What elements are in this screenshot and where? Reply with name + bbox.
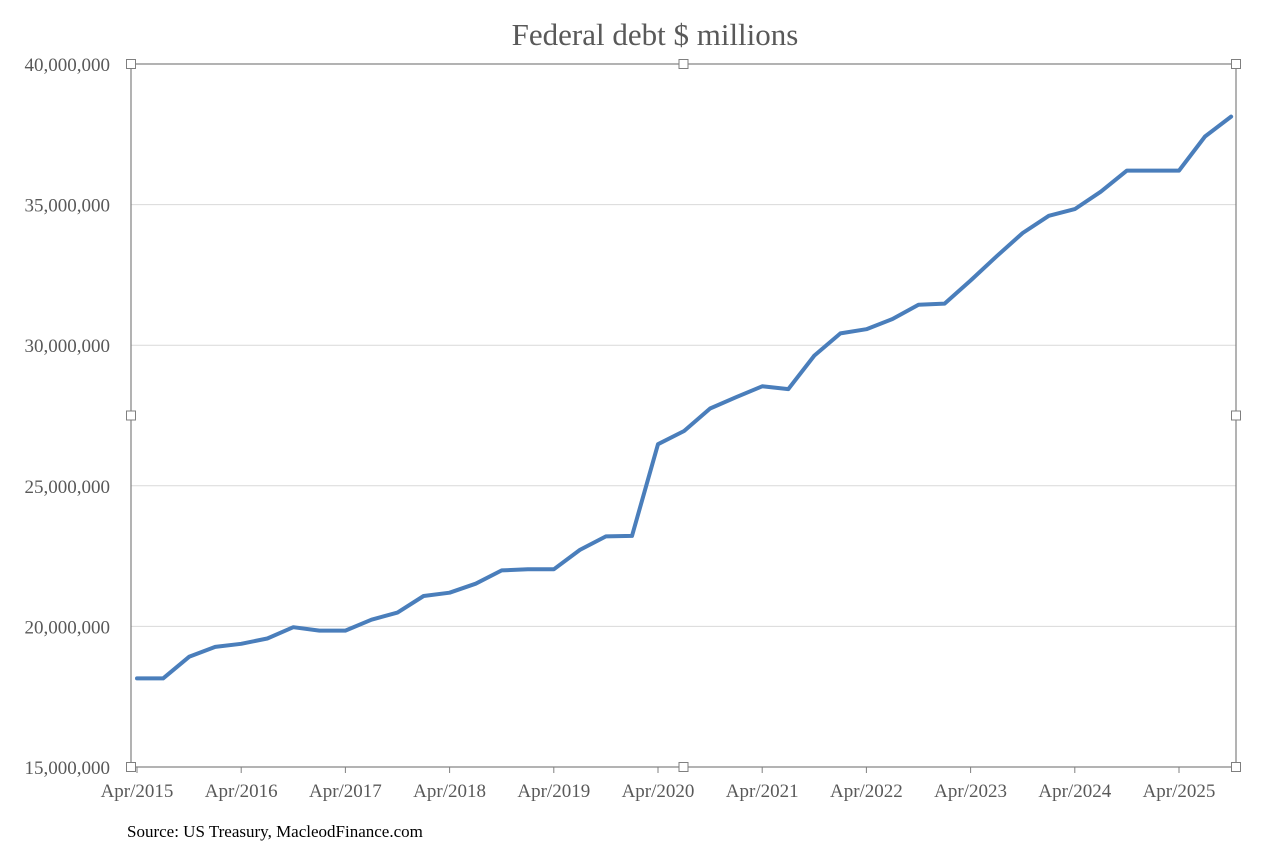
data-point: [1203, 135, 1207, 139]
resize-handle-middle-left[interactable]: [126, 410, 136, 421]
y-tick-label: 15,000,000: [25, 758, 111, 779]
data-point: [812, 354, 816, 358]
data-point: [187, 655, 191, 659]
data-point: [396, 611, 399, 615]
x-tick-label: Apr/2024: [1038, 781, 1111, 802]
x-tick-label: Apr/2021: [726, 781, 799, 802]
x-tick-label: Apr/2020: [622, 781, 695, 802]
data-point: [448, 591, 452, 595]
data-point: [135, 676, 139, 680]
data-point: [1099, 190, 1103, 194]
resize-handle-bottom-center[interactable]: [678, 762, 689, 772]
y-axis-tick-labels: 15,000,000 20,000,000 25,000,000 30,000,000…: [25, 55, 111, 779]
data-point: [917, 303, 920, 307]
data-point: [890, 317, 894, 321]
data-point: [1151, 169, 1155, 173]
x-tick-label: Apr/2018: [413, 781, 486, 802]
data-point: [995, 254, 999, 258]
data-point: [943, 302, 947, 306]
data-point: [526, 567, 530, 571]
data-point: [500, 568, 504, 572]
resize-handle-top-right[interactable]: [1231, 59, 1241, 69]
data-point: [317, 629, 321, 633]
y-tick-label: 20,000,000: [25, 617, 111, 638]
x-tick-label: Apr/2015: [101, 781, 174, 802]
data-point: [1047, 214, 1051, 218]
data-point: [682, 429, 686, 433]
data-point: [864, 327, 868, 331]
data-point: [1177, 169, 1181, 173]
data-point: [1073, 207, 1077, 211]
resize-handle-top-left[interactable]: [126, 59, 136, 69]
data-point: [630, 534, 634, 538]
plot-area: [130, 63, 1237, 768]
data-point: [474, 582, 478, 586]
data-point: [760, 384, 764, 388]
gridlines: [131, 204, 1236, 627]
data-point: [213, 645, 217, 649]
selection-handles[interactable]: [126, 59, 1241, 772]
x-tick-label: Apr/2023: [934, 781, 1007, 802]
y-tick-label: 40,000,000: [25, 55, 111, 76]
data-point: [656, 442, 660, 446]
data-point: [369, 618, 373, 622]
resize-handle-middle-right[interactable]: [1231, 410, 1241, 421]
data-point: [1229, 115, 1233, 119]
source-note: Source: US Treasury, MacleodFinance.com: [127, 822, 423, 841]
data-point: [343, 629, 347, 633]
resize-handle-top-center[interactable]: [678, 59, 689, 69]
resize-handle-bottom-left[interactable]: [126, 762, 136, 772]
data-point: [1021, 231, 1025, 235]
x-tick-label: Apr/2022: [830, 781, 903, 802]
data-point: [604, 534, 608, 538]
x-tick-label: Apr/2017: [309, 781, 382, 802]
y-tick-label: 30,000,000: [25, 336, 111, 357]
data-point: [291, 625, 295, 629]
data-point: [786, 387, 790, 391]
data-point: [838, 331, 842, 335]
data-point: [734, 395, 738, 399]
series-line-federal-debt: [135, 114, 1234, 681]
data-point: [1125, 169, 1129, 173]
plot-frame: [130, 63, 1237, 768]
data-point: [422, 594, 426, 598]
data-point: [239, 642, 243, 646]
data-point: [552, 567, 556, 571]
data-point: [969, 279, 973, 283]
data-point: [708, 406, 712, 410]
data-point: [161, 676, 165, 680]
series-layer: [135, 114, 1234, 681]
x-tick-label: Apr/2025: [1143, 781, 1216, 802]
data-point: [578, 548, 582, 552]
x-tick-label: Apr/2016: [205, 781, 278, 802]
y-tick-label: 25,000,000: [25, 477, 111, 498]
data-point: [265, 636, 269, 640]
resize-handle-bottom-right[interactable]: [1231, 762, 1241, 772]
x-axis-tick-labels: Apr/2015 Apr/2016 Apr/2017 Apr/2018 Apr/2019…: [101, 767, 1216, 802]
x-tick-label: Apr/2019: [517, 781, 590, 802]
y-tick-label: 35,000,000: [25, 196, 111, 217]
chart-title: Federal debt $ millions: [512, 17, 799, 52]
